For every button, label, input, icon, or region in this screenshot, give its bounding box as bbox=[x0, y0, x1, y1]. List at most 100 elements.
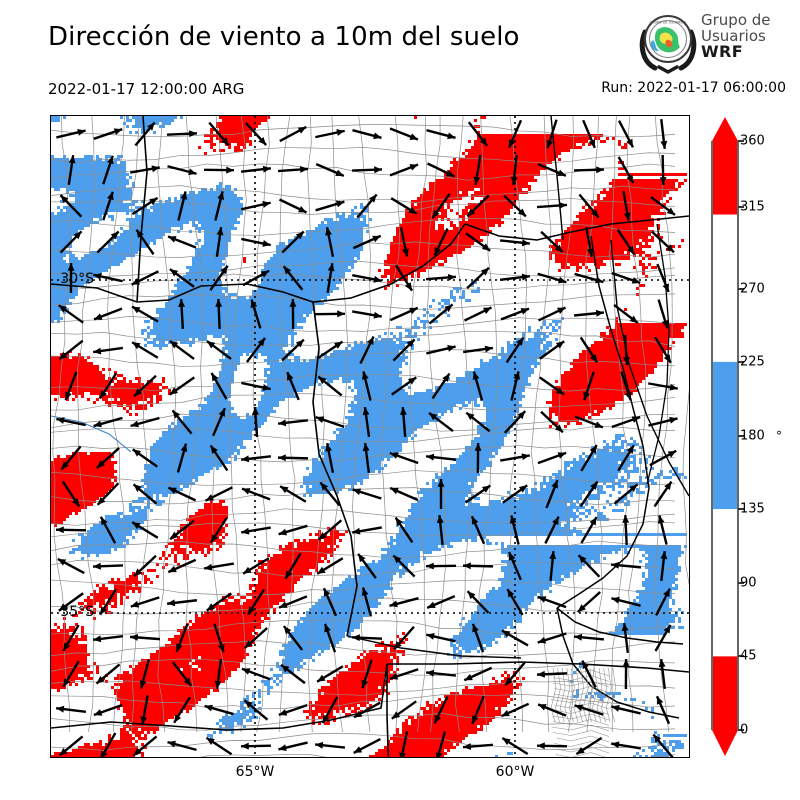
wind-arrow-head bbox=[521, 453, 530, 461]
wind-arrow-head bbox=[552, 516, 559, 526]
wind-arrow-head bbox=[590, 209, 599, 218]
wind-arrow-head bbox=[432, 209, 440, 219]
wind-arrow-head bbox=[631, 416, 641, 423]
wind-arrow-head bbox=[278, 528, 288, 536]
wind-arrow-head bbox=[130, 420, 139, 428]
wind-arrow-head bbox=[241, 488, 251, 495]
wind-arrow-head bbox=[426, 669, 435, 677]
wind-arrow-head bbox=[399, 752, 406, 757]
wind-arrow-head bbox=[537, 670, 545, 678]
wind-arrow-head bbox=[521, 239, 530, 247]
wind-arrow-head bbox=[444, 304, 453, 313]
wind-arrow-head bbox=[589, 517, 597, 526]
colorbar-band bbox=[712, 361, 738, 510]
wind-arrow-head bbox=[257, 338, 266, 347]
wind-arrow-head bbox=[58, 305, 68, 313]
wind-arrow-head bbox=[472, 715, 479, 724]
wind-arrow-head bbox=[362, 407, 370, 416]
wind-arrow-head bbox=[447, 344, 456, 352]
wind-arrow-head bbox=[72, 498, 80, 507]
wind-arrow-head bbox=[557, 276, 567, 284]
map-plot-area bbox=[50, 115, 690, 758]
wind-arrow-head bbox=[170, 531, 179, 540]
wind-arrow-head bbox=[241, 527, 250, 535]
wind-arrow-head bbox=[295, 339, 304, 348]
wind-arrow-head bbox=[352, 527, 361, 535]
colorbar-tick-label: 90 bbox=[740, 575, 757, 591]
colorbar-tick-label: 0 bbox=[740, 722, 749, 738]
wind-arrow-head bbox=[555, 341, 565, 349]
run-time-label: Run: 2022-01-17 06:00:00 bbox=[601, 80, 786, 96]
page-title: Dirección de viento a 10m del suelo bbox=[48, 22, 520, 52]
wind-arrow-head bbox=[627, 246, 635, 255]
wind-arrow-head bbox=[373, 275, 382, 283]
wind-arrow-head bbox=[336, 129, 345, 136]
wind-arrow-head bbox=[621, 623, 629, 632]
wind-arrow-head bbox=[77, 128, 86, 136]
wind-arrow-head bbox=[508, 139, 516, 148]
wind-arrow-head bbox=[140, 716, 148, 725]
wind-arrow-head bbox=[661, 319, 669, 329]
wind-arrow-head bbox=[659, 177, 667, 185]
wind-arrow-head bbox=[278, 419, 287, 427]
wind-arrow-head bbox=[258, 136, 267, 146]
wind-arrow-head bbox=[134, 388, 143, 397]
wind-arrow-head bbox=[471, 516, 479, 525]
colorbar-band bbox=[712, 509, 738, 657]
wind-arrow-head bbox=[241, 455, 250, 463]
wind-arrow-head bbox=[107, 191, 114, 201]
colorbar-extend-low bbox=[712, 730, 738, 756]
wind-arrow-head bbox=[426, 453, 435, 461]
colorbar-tick-label: 315 bbox=[740, 199, 765, 215]
wind-arrow-head bbox=[537, 596, 547, 603]
wind-arrow-head bbox=[521, 273, 530, 281]
wind-arrow-head bbox=[358, 553, 366, 563]
wind-arrow-head bbox=[168, 236, 177, 243]
wind-arrow-head bbox=[557, 169, 566, 176]
wind-arrow-head bbox=[662, 283, 669, 292]
wind-arrow-head bbox=[665, 244, 674, 253]
wind-arrow-head bbox=[437, 479, 445, 487]
wind-arrow-head bbox=[467, 591, 476, 600]
wind-arrow-head bbox=[666, 207, 676, 215]
wrf-user-group-logo: GRUPO DE USUARIOS Grupo de Usuarios WRF bbox=[637, 10, 797, 76]
wind-arrow-head bbox=[447, 132, 456, 140]
wind-arrow-head bbox=[472, 371, 480, 380]
wind-arrow-head bbox=[611, 561, 620, 569]
wind-arrow-head bbox=[510, 176, 518, 185]
wind-arrow-head bbox=[56, 417, 65, 424]
wind-arrow-head bbox=[211, 372, 219, 382]
wind-arrow-head bbox=[589, 445, 597, 454]
wind-arrow-head bbox=[538, 704, 547, 711]
wind-arrow-head bbox=[622, 659, 630, 667]
wind-arrow-head bbox=[623, 212, 631, 221]
wind-arrow-head bbox=[149, 197, 158, 205]
wind-arrow-head bbox=[58, 603, 68, 611]
wind-arrow-head bbox=[586, 248, 594, 257]
wind-arrow-head bbox=[169, 341, 179, 349]
wind-arrow-head bbox=[56, 526, 64, 534]
wind-arrow-head bbox=[100, 606, 108, 615]
wind-arrow-head bbox=[473, 176, 481, 185]
wind-arrow-head bbox=[172, 410, 181, 419]
wind-arrow-head bbox=[93, 709, 103, 716]
wind-arrow-head bbox=[188, 168, 197, 176]
colorbar-tick-label: 360 bbox=[740, 133, 765, 149]
wind-arrow-head bbox=[73, 231, 82, 240]
wind-arrow-head bbox=[353, 746, 363, 753]
wind-arrow-head bbox=[206, 737, 215, 745]
wind-arrow-head bbox=[93, 562, 101, 570]
wind-arrow-head bbox=[367, 336, 374, 346]
wind-arrow-head bbox=[324, 623, 331, 633]
wind-arrow-head bbox=[629, 315, 638, 324]
wind-arrow-head bbox=[204, 563, 213, 571]
wind-arrow-head bbox=[501, 709, 510, 717]
wind-arrow-head bbox=[93, 635, 102, 643]
wind-arrow-head bbox=[317, 674, 326, 682]
wind-arrow-head bbox=[136, 229, 144, 239]
wind-arrow-head bbox=[214, 680, 222, 689]
wind-arrow-head bbox=[389, 452, 399, 459]
wind-arrow-head bbox=[590, 481, 598, 490]
wind-arrow-head bbox=[372, 235, 381, 243]
wind-arrow-head bbox=[59, 351, 68, 360]
